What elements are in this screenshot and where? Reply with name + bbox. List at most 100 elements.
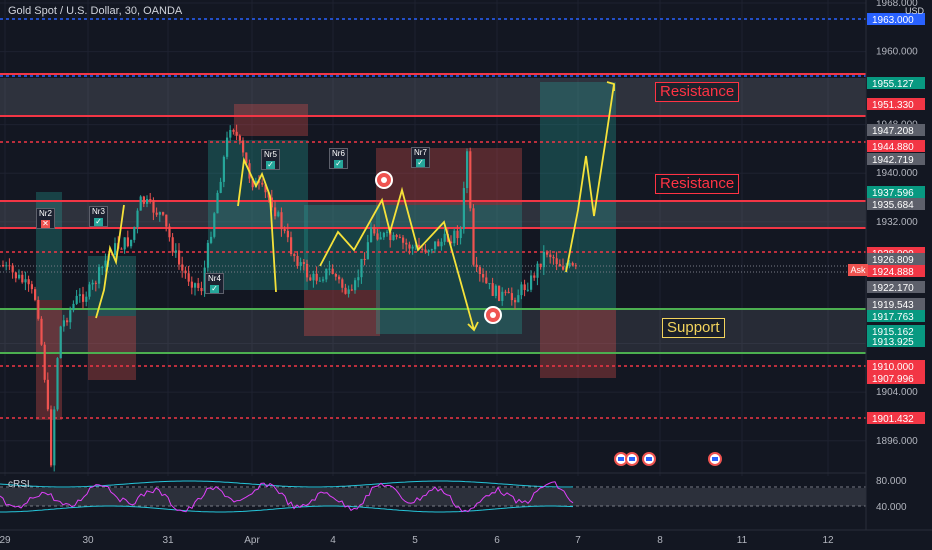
- trade-zone: [540, 310, 616, 378]
- candle-body: [232, 129, 235, 132]
- candle-body: [286, 230, 289, 238]
- candle-body: [178, 250, 181, 265]
- target-icon: [375, 171, 393, 189]
- candle-body: [504, 291, 507, 293]
- candle-body: [88, 284, 91, 297]
- candle-body: [245, 152, 248, 164]
- candle-body: [571, 262, 574, 266]
- candle-body: [24, 279, 27, 283]
- candle-body: [270, 197, 273, 208]
- candle-body: [299, 262, 302, 267]
- candle-body: [190, 281, 193, 288]
- candle-body: [101, 266, 104, 268]
- candle-body: [46, 379, 49, 410]
- price-tag-label: 1910.000: [872, 362, 914, 373]
- price-tag-label: 1917.763: [872, 312, 914, 323]
- support-label: Support: [662, 318, 725, 338]
- chart-title: Gold Spot / U.S. Dollar, 30, OANDA: [8, 5, 183, 17]
- candle-body: [94, 282, 97, 284]
- price-tag-label: 1951.330: [872, 100, 914, 111]
- candle-body: [37, 299, 40, 319]
- candle-body: [315, 273, 318, 281]
- candle-body: [411, 246, 414, 249]
- candle-body: [398, 236, 401, 238]
- indicator-label: cRSI: [8, 479, 30, 490]
- candle-body: [187, 273, 190, 282]
- candle-body: [40, 318, 43, 345]
- check-icon: ✓: [265, 160, 275, 169]
- trade-tag-nr2[interactable]: Nr2 ✕: [36, 208, 55, 229]
- candle-body: [203, 267, 206, 292]
- candle-body: [158, 212, 161, 215]
- candle-body: [552, 257, 555, 259]
- candle-body: [414, 244, 417, 247]
- candle-body: [536, 263, 539, 278]
- candle-body: [366, 242, 369, 260]
- candle-body: [533, 275, 536, 278]
- price-tag-label: 1947.208: [872, 126, 914, 137]
- candle-body: [200, 287, 203, 292]
- candle-body: [194, 283, 197, 288]
- price-tag: [867, 335, 925, 347]
- candle-body: [242, 140, 245, 153]
- candle-body: [139, 196, 142, 211]
- candle-body: [408, 244, 411, 249]
- candle-body: [238, 135, 241, 141]
- candle-body: [184, 270, 187, 274]
- candle-body: [280, 212, 283, 230]
- time-tick-label: 6: [494, 535, 500, 546]
- candle-body: [133, 227, 136, 240]
- candle-body: [347, 289, 350, 294]
- candle-body: [498, 285, 501, 301]
- trade-tag-nr5[interactable]: Nr5 ✓: [261, 149, 280, 170]
- price-tick-label: 1904.000: [876, 387, 918, 398]
- trade-tag-nr4[interactable]: Nr4 ✓: [205, 273, 224, 294]
- candle-body: [216, 192, 219, 214]
- crsi-line: [0, 481, 574, 513]
- candle-body: [389, 231, 392, 241]
- price-tick-label: 1960.000: [876, 47, 918, 58]
- time-tick-label: 7: [575, 535, 581, 546]
- candle-body: [510, 293, 513, 301]
- us-flag-event-icon[interactable]: [708, 452, 722, 466]
- candle-body: [123, 237, 126, 250]
- candle-body: [430, 249, 433, 251]
- price-tag: [867, 77, 925, 89]
- trade-tag-nr7[interactable]: Nr7 ✓: [411, 147, 430, 168]
- candle-body: [373, 227, 376, 234]
- candle-body: [75, 295, 78, 304]
- candle-body: [459, 229, 462, 239]
- candle-body: [213, 213, 216, 237]
- price-tag-label: 1937.596: [872, 188, 914, 199]
- trade-tag-nr6[interactable]: Nr6 ✓: [329, 148, 348, 169]
- candle-body: [162, 212, 165, 215]
- price-tag-label: 1963.000: [872, 15, 914, 26]
- price-tag: [867, 198, 925, 210]
- candle-body: [466, 151, 469, 189]
- candle-body: [8, 265, 11, 267]
- candle-body: [328, 268, 331, 270]
- projection-arrowhead: [606, 81, 615, 91]
- us-flag-event-icon[interactable]: [642, 452, 656, 466]
- candle-body: [514, 300, 517, 303]
- us-flag-event-icon[interactable]: [625, 452, 639, 466]
- indicator-band: [0, 488, 866, 506]
- candle-body: [277, 212, 280, 217]
- candle-body: [165, 214, 168, 227]
- candle-body: [562, 266, 565, 270]
- candle-body: [222, 156, 225, 182]
- candle-body: [206, 242, 209, 268]
- projection-line: [565, 83, 615, 273]
- price-tag: [867, 298, 925, 310]
- candle-body: [293, 254, 296, 256]
- trade-tag-nr3[interactable]: Nr3 ✓: [89, 206, 108, 227]
- candle-body: [91, 282, 94, 285]
- trade-zone: [376, 148, 522, 205]
- check-icon: ✓: [93, 217, 103, 226]
- candle-body: [357, 277, 360, 281]
- candle-body: [392, 235, 395, 241]
- candle-body: [5, 265, 8, 267]
- candle-body: [485, 277, 488, 284]
- check-icon: ✓: [333, 159, 343, 168]
